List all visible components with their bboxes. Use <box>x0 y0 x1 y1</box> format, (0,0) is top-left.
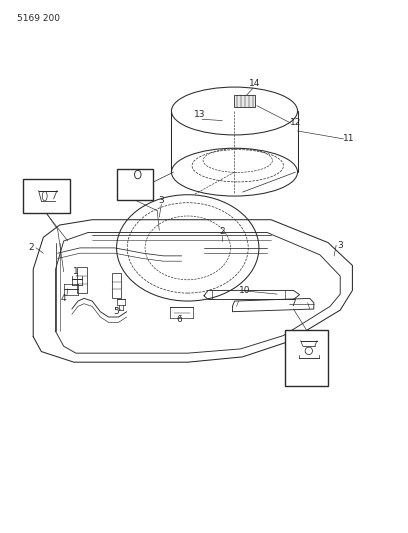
Text: 13: 13 <box>194 110 206 119</box>
Text: 12: 12 <box>290 118 301 127</box>
Text: 11: 11 <box>343 134 354 143</box>
Text: 3: 3 <box>337 241 343 250</box>
Text: 16: 16 <box>22 203 33 212</box>
Text: 5169 200: 5169 200 <box>17 14 60 23</box>
FancyBboxPatch shape <box>117 169 153 200</box>
Text: 15: 15 <box>117 189 127 198</box>
Text: 2: 2 <box>220 228 225 237</box>
Text: 10: 10 <box>239 286 251 295</box>
Text: 3: 3 <box>158 196 164 205</box>
Text: 1: 1 <box>73 268 79 276</box>
FancyBboxPatch shape <box>112 273 121 298</box>
Text: 2: 2 <box>29 244 34 253</box>
Text: 4: 4 <box>61 294 67 303</box>
Text: 5: 5 <box>114 307 120 316</box>
Text: 8: 8 <box>288 334 293 343</box>
FancyBboxPatch shape <box>77 266 87 293</box>
FancyBboxPatch shape <box>23 179 70 213</box>
Text: 7: 7 <box>290 299 296 308</box>
Text: 9: 9 <box>288 374 293 383</box>
Text: 6: 6 <box>177 315 182 324</box>
FancyBboxPatch shape <box>235 95 255 107</box>
Text: 14: 14 <box>249 78 261 87</box>
FancyBboxPatch shape <box>285 330 328 386</box>
